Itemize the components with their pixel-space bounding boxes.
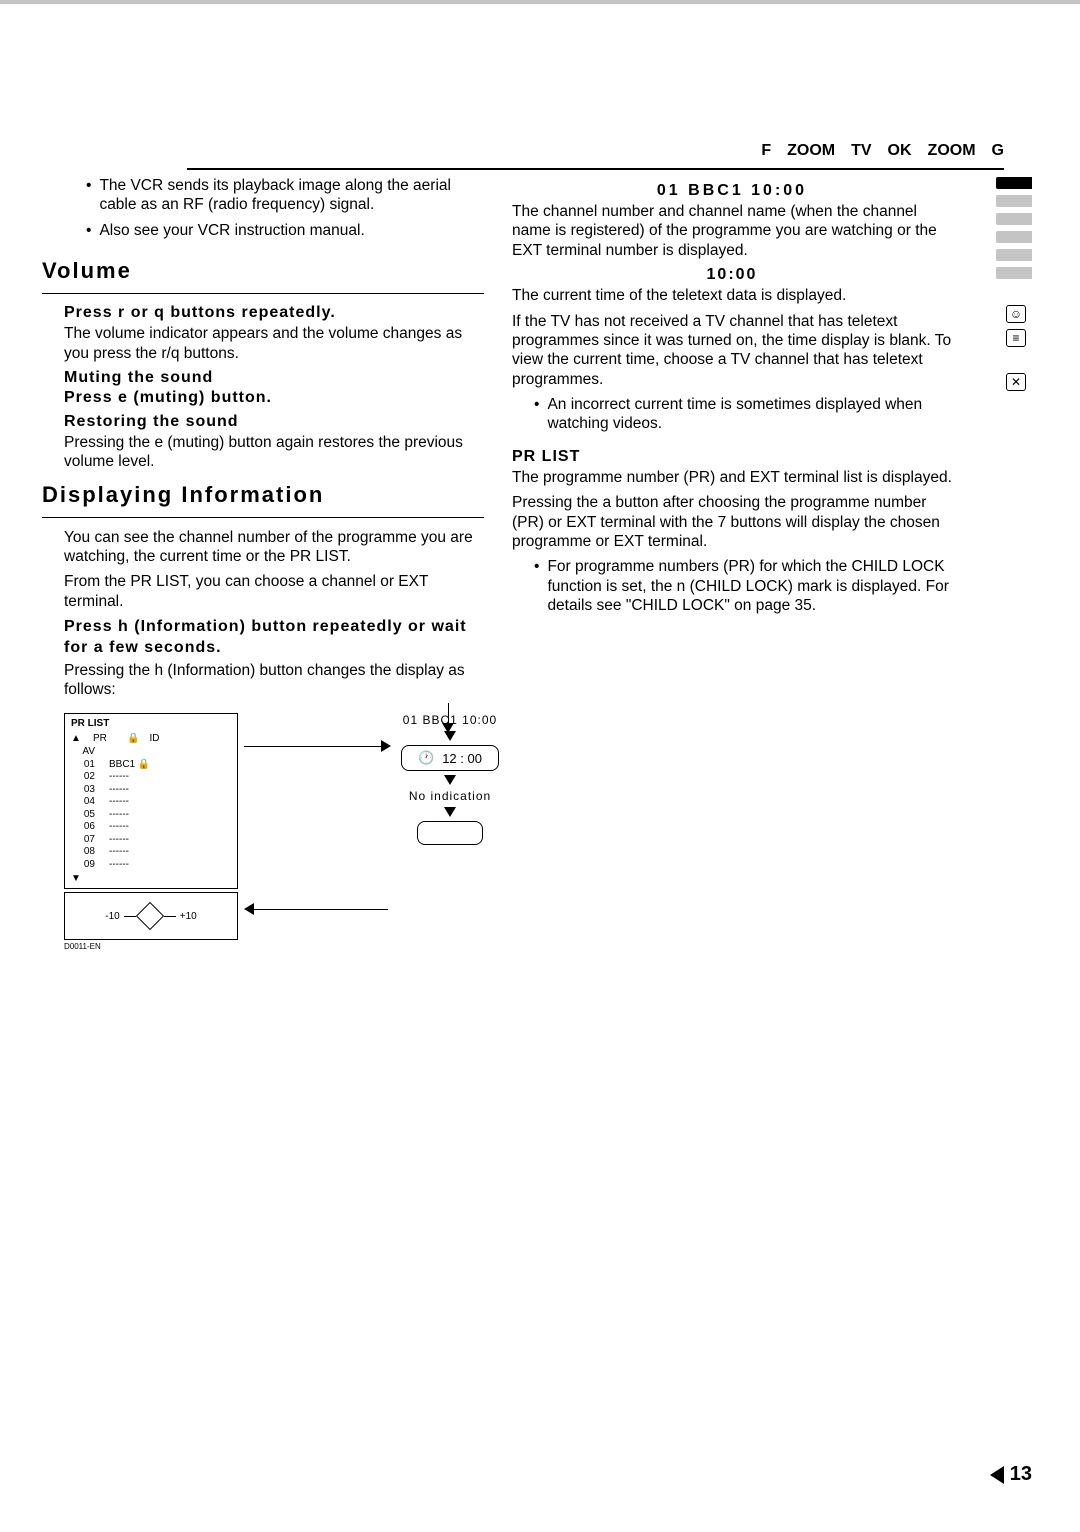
bullet: •The VCR sends its playback image along … — [64, 176, 484, 215]
bullet-text: An incorrect current time is sometimes d… — [547, 395, 952, 434]
diagram: PR LIST ▲ PR 🔒 ID AV01BBC1 🔒02------03--… — [64, 713, 500, 951]
text-icon: ≡ — [1006, 329, 1026, 347]
bullet-text: The VCR sends its playback image along t… — [99, 176, 484, 215]
header-item: G — [992, 142, 1004, 160]
subhead: Restoring the sound — [64, 413, 484, 431]
ref-label: D0011-EN — [64, 942, 500, 951]
subhead: Press r or q buttons repeatedly. — [64, 304, 484, 322]
page-number: 13 — [990, 1463, 1032, 1486]
subhead: Press e (muting) button. — [64, 389, 484, 407]
body-text: The channel number and channel name (whe… — [512, 202, 952, 260]
prlist-title: PR LIST — [71, 718, 231, 729]
body-text: Pressing the e (muting) button again res… — [64, 433, 484, 472]
bullet-text: Also see your VCR instruction manual. — [99, 221, 364, 240]
bullet: •For programme numbers (PR) for which th… — [512, 557, 952, 615]
body-text: Pressing the h (Information) button chan… — [64, 661, 484, 700]
tab — [996, 231, 1032, 243]
prlist-row: 05------ — [71, 809, 231, 822]
prlist-row: AV — [71, 746, 231, 759]
prlist-row: 08------ — [71, 846, 231, 859]
content: •The VCR sends its playback image along … — [48, 176, 1032, 951]
tab — [996, 213, 1032, 225]
flow-time: 12 : 00 — [442, 751, 482, 766]
cross-icon: ✕ — [1006, 373, 1026, 391]
connector — [244, 741, 392, 751]
prlist-row: 06------ — [71, 821, 231, 834]
prlist-row: 03------ — [71, 784, 231, 797]
header-rule — [187, 168, 1004, 170]
subhead: Muting the sound — [64, 369, 484, 387]
page-number-value: 13 — [1010, 1463, 1032, 1486]
page: F ZOOM TV OK ZOOM G •The VCR sends its p… — [0, 4, 1080, 1532]
prlist-row: 07------ — [71, 834, 231, 847]
subhead: 01 BBC1 10:00 — [512, 182, 952, 200]
flow-label: 01 BBC1 10:00 — [403, 713, 497, 727]
tab — [996, 249, 1032, 261]
prlist-row: 01BBC1 🔒 — [71, 759, 231, 772]
flow-column: 01 BBC1 10:00 🕐 12 : 00 No indication — [384, 713, 516, 845]
arrow-icon — [444, 731, 456, 741]
prlist-row: 04------ — [71, 796, 231, 809]
tab — [996, 195, 1032, 207]
subhead: Press h (Information) button repeatedly … — [64, 617, 484, 659]
prlist-head-pr: PR — [93, 733, 117, 744]
vol-plus: +10 — [180, 911, 197, 922]
lock-icon: 🔒 — [127, 733, 139, 744]
bullet-text: For programme numbers (PR) for which the… — [547, 557, 952, 615]
flow-time-box: 🕐 12 : 00 — [401, 745, 499, 771]
tab — [996, 267, 1032, 279]
prlist-box: PR LIST ▲ PR 🔒 ID AV01BBC1 🔒02------03--… — [64, 713, 238, 889]
body-text: The programme number (PR) and EXT termin… — [512, 468, 952, 487]
vol-diamond-icon — [136, 902, 164, 930]
arrow-icon — [444, 775, 456, 785]
header-item: ZOOM — [928, 142, 976, 160]
body-text: From the PR LIST, you can choose a chann… — [64, 572, 484, 611]
arrow-icon — [444, 807, 456, 817]
body-text: The current time of the teletext data is… — [512, 286, 952, 305]
body-text: You can see the channel number of the pr… — [64, 528, 484, 567]
body-text: Pressing the a button after choosing the… — [512, 493, 952, 551]
triangle-icon — [990, 1466, 1004, 1484]
clock-icon: 🕐 — [418, 750, 434, 766]
section-title-info: Displaying Information — [42, 482, 484, 518]
flow-label: No indication — [409, 789, 491, 803]
header-controls: F ZOOM TV OK ZOOM G — [761, 142, 1004, 160]
connector — [244, 903, 388, 915]
right-column: 01 BBC1 10:00 The channel number and cha… — [512, 176, 952, 951]
header-item: F — [761, 142, 771, 160]
header-item: TV — [851, 142, 871, 160]
volume-box: -10 +10 — [64, 892, 238, 940]
prlist-head-id: ID — [149, 733, 159, 744]
header-item: ZOOM — [787, 142, 835, 160]
left-column: •The VCR sends its playback image along … — [42, 176, 484, 951]
section-title-volume: Volume — [42, 258, 484, 294]
header-item: OK — [888, 142, 912, 160]
body-text: The volume indicator appears and the vol… — [64, 324, 484, 363]
smile-icon: ☺ — [1006, 305, 1026, 323]
subhead: PR LIST — [512, 448, 952, 466]
vol-minus: -10 — [105, 911, 119, 922]
subhead: 10:00 — [512, 266, 952, 284]
bullet: •Also see your VCR instruction manual. — [64, 221, 484, 240]
body-text: If the TV has not received a TV channel … — [512, 312, 952, 390]
prlist-row: 09------ — [71, 859, 231, 872]
prlist-row: 02------ — [71, 771, 231, 784]
side-tabs: ☺ ≡ ✕ — [996, 177, 1032, 391]
flow-blank-box — [417, 821, 483, 845]
tab — [996, 177, 1032, 189]
bullet: •An incorrect current time is sometimes … — [512, 395, 952, 434]
